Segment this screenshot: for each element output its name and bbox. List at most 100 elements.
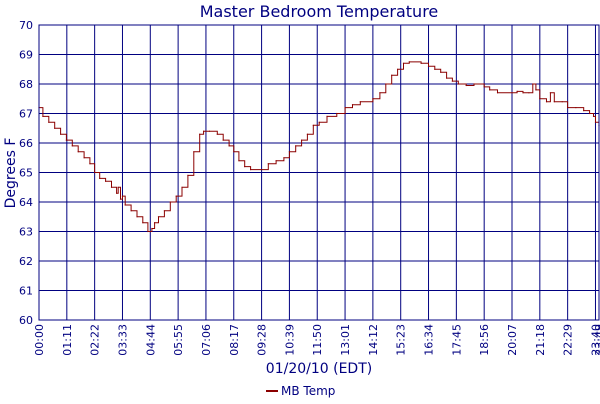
data-point: [301, 139, 303, 141]
data-point: [244, 166, 246, 168]
data-point: [535, 89, 537, 91]
x-tick-label: 09:28: [256, 324, 269, 356]
plot-area-frame: [38, 24, 600, 321]
data-point: [457, 83, 459, 85]
data-point: [216, 133, 218, 135]
x-tick-label: 20:07: [506, 324, 519, 356]
data-point: [117, 186, 119, 188]
data-point: [124, 204, 126, 206]
tick-labels: 60 61 62 63 64 65 66 67 68 69 70 00:00 01:11 02:22 03:…: [19, 19, 600, 356]
data-point: [318, 121, 320, 123]
data-point: [420, 62, 422, 64]
x-tick-label: 13:01: [339, 324, 352, 356]
data-point: [187, 174, 189, 176]
data-point: [539, 98, 541, 100]
data-point: [549, 92, 552, 94]
data-point: [181, 186, 183, 188]
data-point: [295, 145, 297, 147]
legend: MB Temp: [266, 384, 335, 398]
data-point: [119, 198, 122, 200]
data-point: [589, 112, 591, 115]
data-point: [83, 157, 85, 159]
data-point: [511, 92, 513, 94]
x-tick-label: 23:40: [589, 324, 600, 356]
data-point: [522, 92, 524, 94]
data-point: [427, 65, 430, 67]
data-point: [169, 201, 171, 203]
x-tick-label: 10:39: [283, 324, 296, 356]
data-point: [42, 115, 44, 117]
y-tick-label: 65: [19, 167, 33, 180]
y-tick-label: 64: [19, 196, 33, 209]
data-point: [575, 107, 577, 109]
x-tick-label: 08:17: [228, 324, 241, 356]
data-point: [48, 121, 50, 123]
y-tick-label: 61: [19, 285, 33, 298]
data-point: [483, 86, 485, 88]
data-point: [110, 186, 113, 188]
data-point: [351, 104, 354, 106]
data-point: [175, 195, 177, 197]
legend-label: MB Temp: [281, 384, 335, 398]
data-point: [336, 112, 338, 115]
data-point: [238, 160, 240, 162]
data-point: [157, 216, 160, 218]
data-point: [594, 121, 597, 123]
data-point: [379, 92, 381, 94]
y-axis-label: Degrees F: [3, 138, 19, 209]
data-point: [275, 160, 277, 162]
data-point: [193, 151, 195, 153]
data-point: [283, 157, 285, 159]
series-line-mb-temp: [39, 61, 600, 232]
x-tick-label: 17:45: [450, 324, 463, 356]
data-point: [71, 145, 73, 147]
data-point: [228, 145, 230, 147]
x-tick-label: 21:18: [534, 324, 547, 356]
data-point: [451, 80, 453, 82]
data-point: [326, 115, 328, 117]
data-point: [561, 101, 563, 103]
data-point: [344, 107, 346, 109]
data-point: [147, 230, 149, 233]
x-tick-label: 22:29: [562, 324, 575, 356]
y-tick-label: 68: [19, 78, 33, 91]
y-tick-label: 63: [19, 226, 33, 239]
x-tick-label: 14:12: [367, 324, 380, 356]
data-point: [267, 163, 269, 165]
chart-title: Master Bedroom Temperature: [200, 2, 439, 21]
data-point: [359, 101, 361, 103]
data-point: [583, 110, 585, 112]
y-tick-label: 66: [19, 137, 33, 150]
data-point: [553, 101, 555, 103]
y-tick-label: 67: [19, 108, 33, 121]
data-point: [233, 151, 235, 153]
data-point: [391, 74, 393, 76]
data-point: [545, 101, 548, 103]
data-point: [99, 177, 101, 179]
data-point: [65, 139, 67, 141]
x-tick-label: 01:11: [61, 324, 74, 356]
data-point: [105, 180, 107, 182]
data-point: [496, 92, 499, 94]
x-tick-label: 02:22: [89, 324, 102, 356]
y-tick-label: 62: [19, 255, 33, 268]
data-point: [372, 98, 374, 100]
data-point: [203, 130, 205, 132]
data-point: [89, 163, 91, 165]
data-point: [199, 133, 201, 135]
data-point: [151, 227, 153, 230]
data-point: [208, 130, 211, 132]
data-point: [136, 216, 138, 218]
series-layer: [38, 61, 600, 233]
data-point: [306, 133, 308, 135]
x-tick-label: 16:34: [423, 324, 436, 356]
data-point: [312, 124, 314, 126]
data-point: [60, 133, 62, 135]
data-point: [154, 222, 156, 224]
x-tick-label: 15:23: [395, 324, 408, 356]
x-axis-label: 01/20/10 (EDT): [266, 361, 372, 377]
data-point: [408, 61, 410, 63]
data-point: [532, 83, 534, 85]
